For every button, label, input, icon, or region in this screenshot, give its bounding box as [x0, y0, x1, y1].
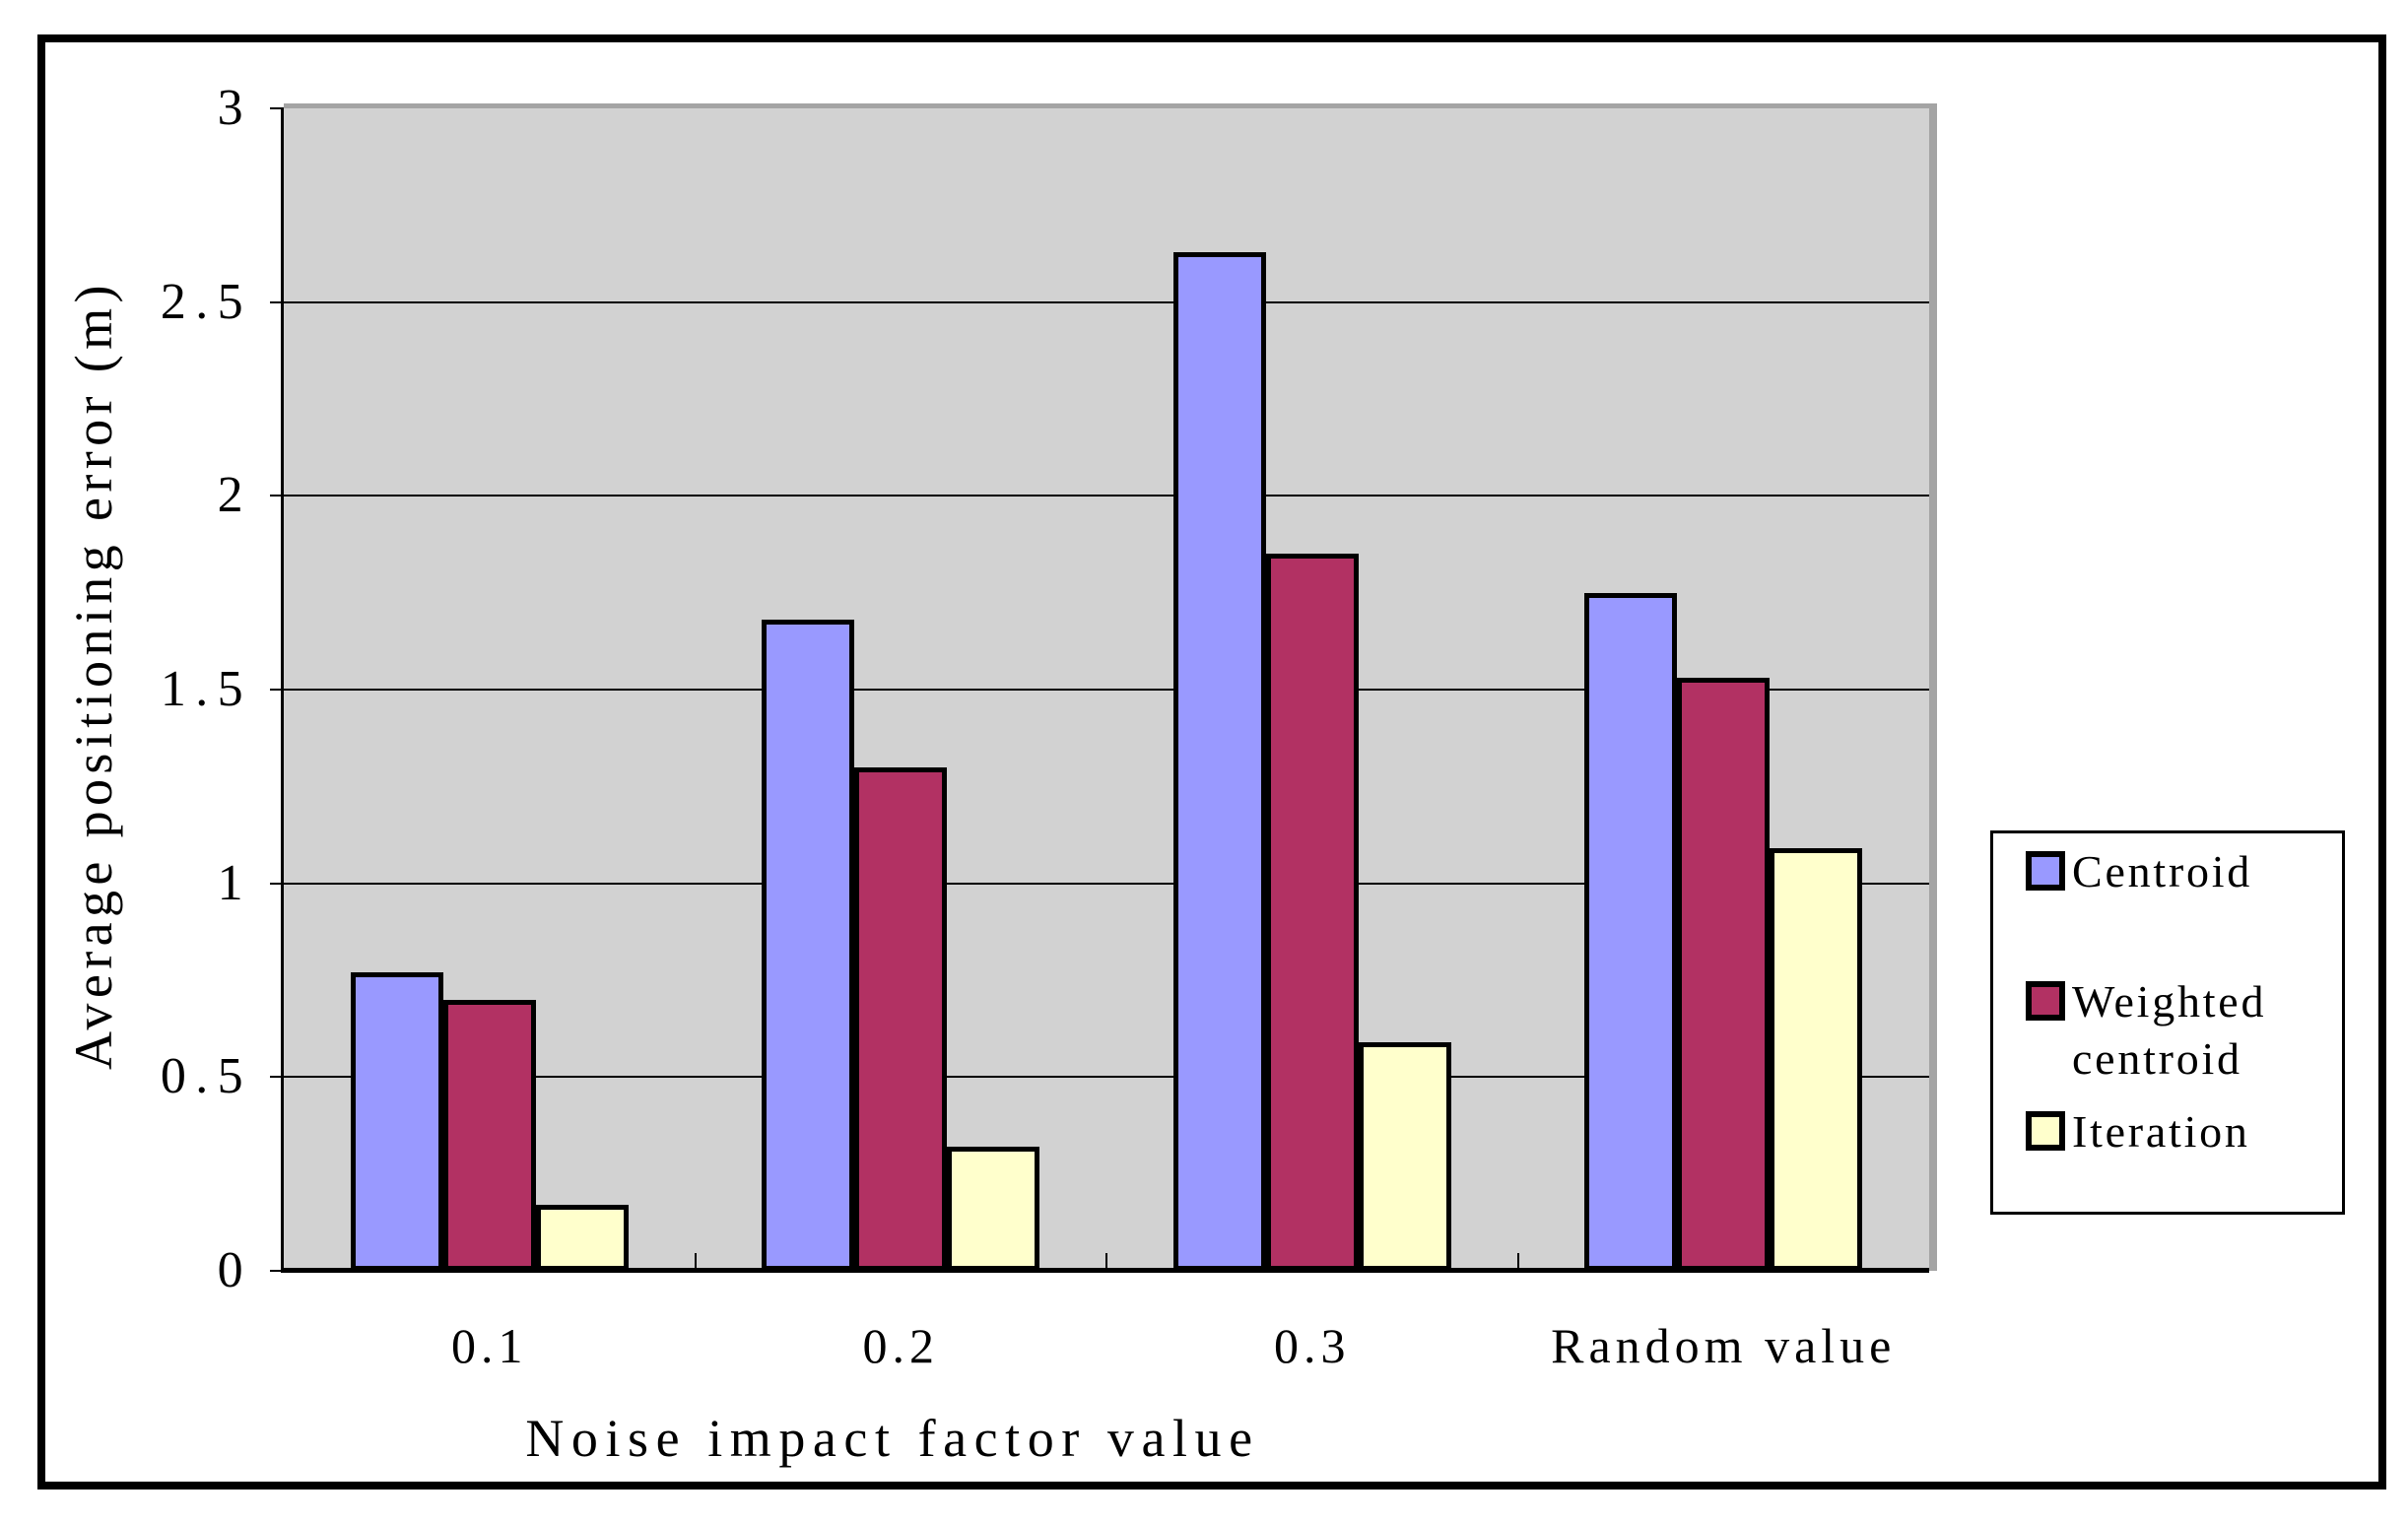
y-axis-tick [270, 1076, 284, 1079]
legend-swatch-2 [2026, 981, 2065, 1021]
bar-centroid-0.1 [350, 972, 443, 1271]
plot-area-right-border [1929, 103, 1937, 1271]
legend-label-1: Centroid [2072, 846, 2253, 896]
y-axis-tick [270, 1270, 284, 1272]
y-tick-label: 1.5 [160, 661, 252, 717]
gridline-2 [284, 495, 1929, 497]
x-axis-category-tick [1516, 1253, 1519, 1271]
bar-iteration-Random value [1770, 848, 1863, 1271]
bar-centroid-0.2 [762, 620, 855, 1271]
x-axis-category-tick [1105, 1253, 1107, 1271]
bar-centroid-Random value [1584, 592, 1678, 1271]
x-tick-label: 0.1 [451, 1318, 528, 1373]
x-axis-category-tick [694, 1253, 697, 1271]
x-axis-title: Noise impact factor value [525, 1409, 1260, 1468]
legend-swatch-3 [2026, 1111, 2065, 1151]
bar-centroid-0.3 [1172, 251, 1266, 1271]
y-tick-label: 0 [217, 1242, 252, 1298]
y-tick-label: 2.5 [160, 273, 252, 330]
y-axis-line [281, 108, 284, 1273]
plot-area [284, 108, 1929, 1271]
plot-area-top-border [284, 103, 1937, 108]
y-tick-label: 0.5 [160, 1048, 252, 1105]
x-tick-label: 0.2 [862, 1318, 939, 1373]
legend-label-3: Iteration [2072, 1106, 2250, 1157]
y-axis-tick [270, 495, 284, 497]
bar-iteration-0.1 [535, 1205, 629, 1271]
gridline-1 [284, 882, 1929, 885]
y-axis-tick [270, 107, 284, 109]
x-axis-line [281, 1268, 1929, 1273]
y-axis-title: Average positioning error (m) [64, 280, 123, 1070]
bar-iteration-0.3 [1358, 1041, 1451, 1271]
bar-weighted-centroid-0.3 [1265, 554, 1359, 1271]
legend-swatch-1 [2026, 851, 2065, 891]
legend-label-2: Weighted centroid [2072, 976, 2267, 1084]
gridline-1.5 [284, 689, 1929, 691]
x-tick-label: 0.3 [1274, 1318, 1351, 1373]
gridline-2.5 [284, 300, 1929, 303]
gridline-0.5 [284, 1076, 1929, 1079]
bar-iteration-0.2 [947, 1147, 1040, 1271]
y-axis-tick [270, 882, 284, 885]
bar-weighted-centroid-0.2 [854, 766, 948, 1271]
legend-box: Centroid Weighted centroid Iteration [1990, 830, 2345, 1215]
y-tick-label: 2 [217, 467, 252, 524]
y-tick-label: 1 [217, 854, 252, 911]
bar-weighted-centroid-0.1 [442, 999, 536, 1271]
y-axis-tick [270, 300, 284, 303]
bar-weighted-centroid-Random value [1677, 678, 1771, 1271]
y-tick-label: 3 [217, 80, 252, 136]
y-axis-tick [270, 689, 284, 691]
x-tick-label: Random value [1551, 1318, 1897, 1373]
